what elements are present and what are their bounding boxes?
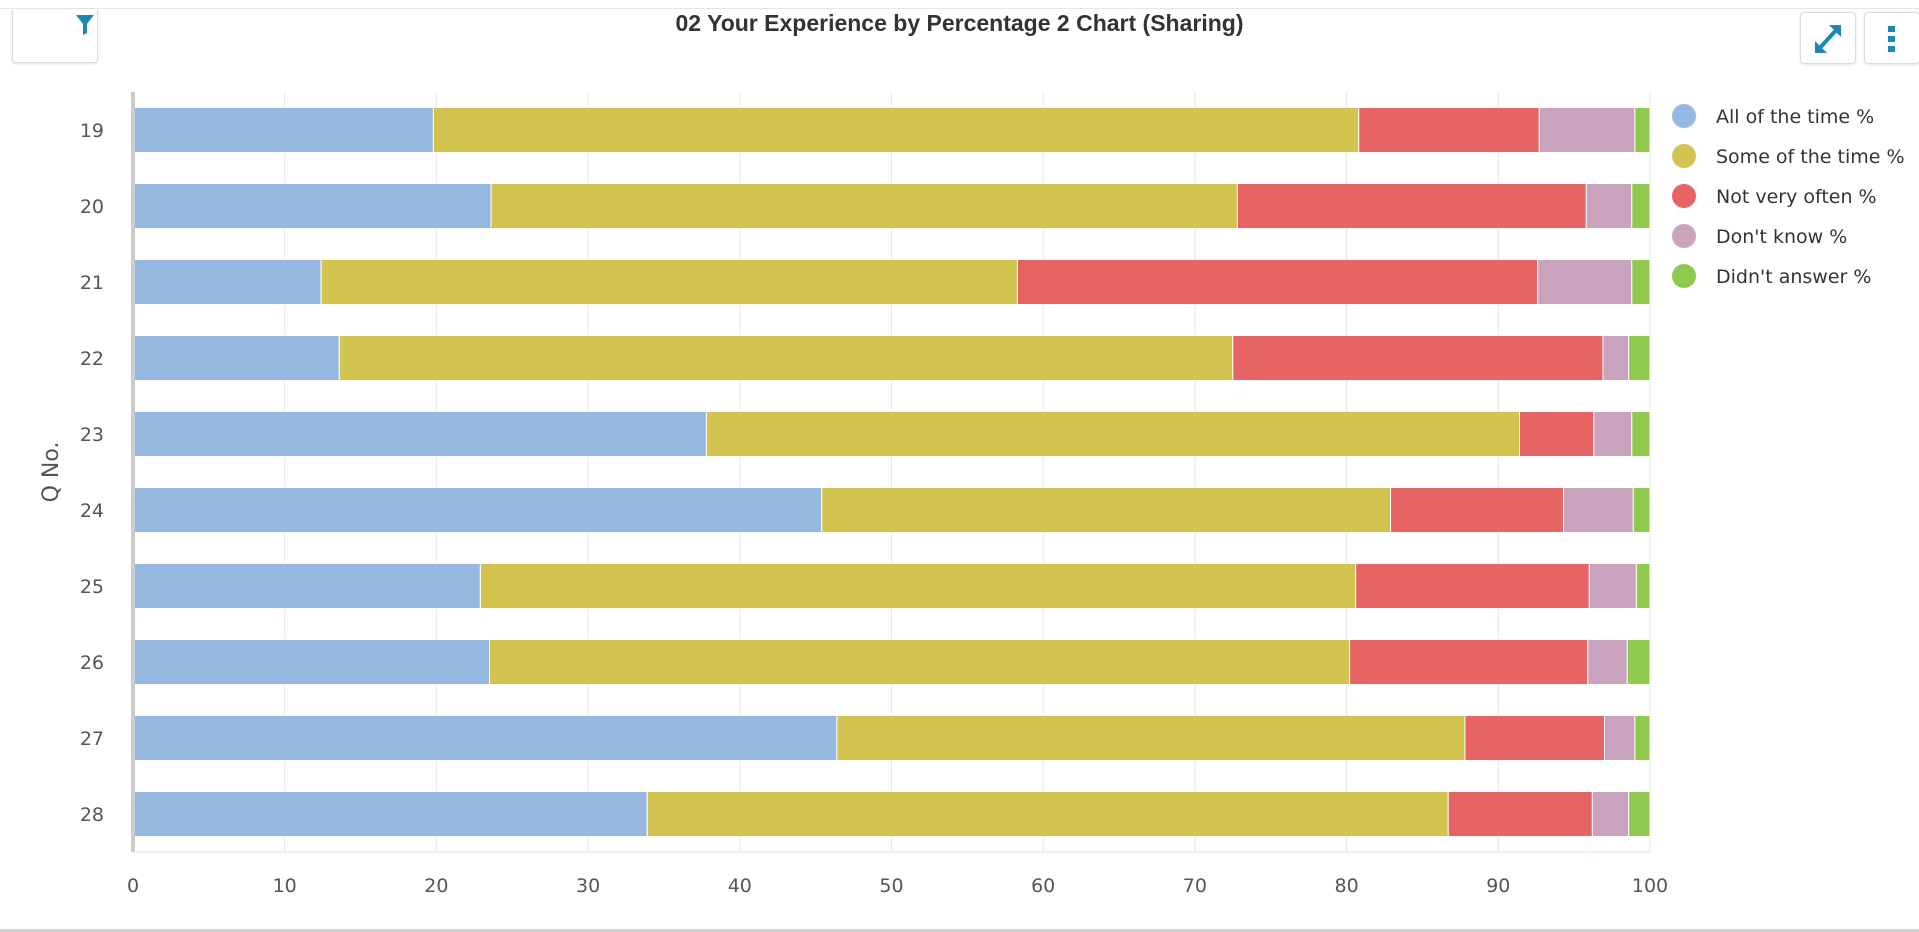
bar-segment-q23-series-4[interactable] (1632, 412, 1650, 457)
x-tick-label: 90 (1486, 875, 1510, 897)
y-axis-title: Q No. (39, 442, 64, 503)
bar-segment-q21-series-0[interactable] (133, 260, 321, 305)
bar-segment-q24-series-4[interactable] (1633, 488, 1650, 533)
bar-segment-q28-series-0[interactable] (133, 792, 647, 837)
bar-segment-q26-series-4[interactable] (1627, 640, 1650, 685)
bar-segment-q28-series-1[interactable] (647, 792, 1448, 837)
bar-segment-q21-series-1[interactable] (321, 260, 1017, 305)
bar-segment-q21-series-2[interactable] (1017, 260, 1537, 305)
legend-label: Not very often % (1716, 186, 1877, 208)
bar-segment-q24-series-2[interactable] (1391, 488, 1564, 533)
y-tick-label: 22 (80, 348, 104, 370)
bar-segment-q25-series-2[interactable] (1356, 564, 1590, 609)
bar-segment-q27-series-0[interactable] (133, 716, 837, 761)
bar-segment-q27-series-4[interactable] (1635, 716, 1650, 761)
bar-segment-q19-series-2[interactable] (1359, 108, 1540, 153)
x-tick-label: 100 (1632, 875, 1668, 897)
bar-segment-q22-series-0[interactable] (133, 336, 339, 381)
bar-segment-q23-series-0[interactable] (133, 412, 706, 457)
bar-segment-q27-series-2[interactable] (1465, 716, 1605, 761)
bar-segment-q27-series-3[interactable] (1604, 716, 1634, 761)
bar-segment-q25-series-0[interactable] (133, 564, 480, 609)
x-tick-label: 0 (127, 875, 139, 897)
y-axis-line (131, 92, 135, 852)
bar-segment-q26-series-3[interactable] (1588, 640, 1627, 685)
legend-marker (1672, 224, 1696, 248)
y-tick-label: 19 (80, 120, 104, 142)
bar-segment-q23-series-1[interactable] (706, 412, 1519, 457)
legend-label: Some of the time % (1716, 146, 1905, 168)
bar-segment-q22-series-4[interactable] (1629, 336, 1650, 381)
y-tick-label: 25 (80, 576, 104, 598)
bar-segment-q21-series-3[interactable] (1538, 260, 1632, 305)
legend-label: Didn't answer % (1716, 266, 1871, 288)
bar-segment-q26-series-1[interactable] (489, 640, 1349, 685)
bar-segment-q20-series-1[interactable] (491, 184, 1237, 229)
bar-segment-q20-series-3[interactable] (1586, 184, 1632, 229)
y-tick-label: 21 (80, 272, 104, 294)
bar-segment-q21-series-4[interactable] (1632, 260, 1650, 305)
x-tick-label: 70 (1183, 875, 1207, 897)
y-tick-label: 27 (80, 728, 104, 750)
x-tick-label: 60 (1031, 875, 1055, 897)
bar-segment-q28-series-2[interactable] (1448, 792, 1592, 837)
y-tick-label: 24 (80, 500, 104, 522)
legend-marker (1672, 184, 1696, 208)
legend-marker (1672, 104, 1696, 128)
bar-segment-q19-series-1[interactable] (433, 108, 1358, 153)
bar-segment-q25-series-1[interactable] (480, 564, 1355, 609)
x-tick-labels: 0 10 20 30 40 50 60 70 80 90 100 (127, 875, 1668, 897)
bar-segment-q20-series-2[interactable] (1237, 184, 1586, 229)
x-tick-label: 20 (424, 875, 448, 897)
bar-segment-q28-series-4[interactable] (1629, 792, 1650, 837)
bar-segment-q25-series-4[interactable] (1636, 564, 1650, 609)
bar-segment-q23-series-3[interactable] (1594, 412, 1632, 457)
bar-segment-q22-series-3[interactable] (1603, 336, 1629, 381)
legend-label: All of the time % (1716, 106, 1874, 128)
bar-segment-q20-series-4[interactable] (1632, 184, 1650, 229)
bar-segment-q19-series-0[interactable] (133, 108, 433, 153)
bar-segment-q28-series-3[interactable] (1592, 792, 1628, 837)
legend-label: Don't know % (1716, 226, 1847, 248)
y-tick-label: 23 (80, 424, 104, 446)
bar-segment-q22-series-2[interactable] (1233, 336, 1603, 381)
x-tick-label: 50 (879, 875, 903, 897)
bar-segment-q23-series-2[interactable] (1520, 412, 1594, 457)
bar-segment-q20-series-0[interactable] (133, 184, 491, 229)
bar-segment-q22-series-1[interactable] (339, 336, 1233, 381)
y-tick-label: 20 (80, 196, 104, 218)
x-tick-label: 30 (576, 875, 600, 897)
bar-segment-q27-series-1[interactable] (837, 716, 1465, 761)
x-tick-label: 40 (728, 875, 752, 897)
legend-marker (1672, 264, 1696, 288)
y-tick-label: 26 (80, 652, 104, 674)
bar-segment-q24-series-1[interactable] (822, 488, 1391, 533)
legend-marker (1672, 144, 1696, 168)
bar-segment-q19-series-4[interactable] (1635, 108, 1650, 153)
x-tick-label: 80 (1335, 875, 1359, 897)
bar-segment-q26-series-2[interactable] (1350, 640, 1588, 685)
y-tick-labels: 19 20 21 22 23 24 25 26 27 28 (80, 120, 104, 826)
x-tick-label: 10 (273, 875, 297, 897)
bar-segment-q24-series-0[interactable] (133, 488, 822, 533)
y-tick-label: 28 (80, 804, 104, 826)
bar-segment-q24-series-3[interactable] (1564, 488, 1634, 533)
bar-segment-q26-series-0[interactable] (133, 640, 489, 685)
bar-segment-q19-series-3[interactable] (1539, 108, 1635, 153)
bar-segment-q25-series-3[interactable] (1589, 564, 1636, 609)
